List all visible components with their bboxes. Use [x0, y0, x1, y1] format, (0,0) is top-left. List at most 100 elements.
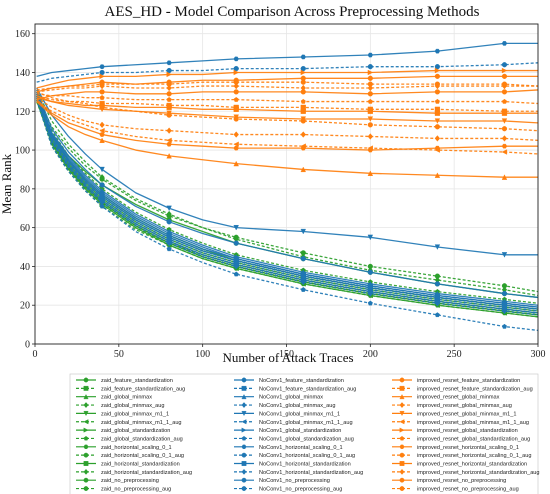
data-point	[367, 234, 374, 241]
legend-marker	[241, 377, 247, 383]
series-improved_resnet_no_preprocessing	[36, 89, 539, 101]
y-tick-label: 100	[15, 146, 30, 157]
legend-label: NoConv1_horizontal_standardization_aug	[259, 470, 363, 476]
legend-marker	[399, 436, 405, 441]
legend-item: zaid_global_standardization	[76, 427, 170, 434]
legend-item: zaid_global_minmax_aug	[76, 402, 164, 409]
legend-marker	[241, 419, 247, 425]
series-line	[36, 87, 538, 256]
legend-marker	[399, 394, 405, 400]
data-point	[501, 252, 508, 258]
ticks: 0 50 100 150 200 250 300 0 20 40 60 80 100 120 140 160	[15, 29, 546, 360]
data-point	[300, 228, 306, 235]
data-point	[99, 166, 105, 173]
x-tick-label: 300	[531, 349, 546, 360]
legend-label: improved_resnet_no_preprocessing_aug	[417, 487, 519, 493]
series-line	[36, 101, 539, 155]
data-point	[367, 91, 373, 97]
series-line	[36, 42, 538, 77]
legend-label: improved_resnet_global_standardization_a…	[417, 436, 530, 442]
legend-label: improved_resnet_horizontal_scaling_0_1_a…	[417, 453, 531, 459]
series-improved_resnet_global_standardization	[36, 67, 538, 89]
data-point	[434, 294, 441, 301]
series-line	[36, 97, 539, 316]
legend-marker	[241, 427, 247, 433]
data-point	[434, 110, 440, 116]
data-point	[434, 118, 441, 124]
data-point	[166, 96, 172, 102]
series-line	[36, 95, 538, 114]
data-point	[434, 172, 441, 178]
data-point	[300, 108, 306, 114]
legend-marker	[83, 419, 89, 425]
data-point	[434, 312, 440, 318]
data-point	[99, 81, 105, 87]
data-point	[166, 91, 172, 97]
data-point	[434, 298, 441, 305]
legend-marker	[241, 468, 247, 475]
data-point	[233, 160, 239, 167]
legend-marker	[83, 394, 89, 400]
series-line	[36, 75, 538, 93]
legend-marker	[241, 461, 247, 466]
data-point	[99, 89, 105, 95]
data-point	[233, 145, 239, 151]
y-tick-label: 20	[20, 301, 30, 312]
series-NoConv1_horizontal_standardization_aug	[36, 97, 539, 314]
series-line	[36, 89, 539, 299]
data-point	[233, 225, 239, 231]
data-point	[166, 60, 172, 66]
legend-marker	[83, 436, 89, 441]
data-point	[501, 305, 508, 313]
series-line	[36, 95, 539, 293]
legend-item: NoConv1_horizontal_standardization	[234, 461, 351, 468]
legend-marker	[83, 486, 89, 491]
legend-marker	[399, 444, 405, 449]
data-point	[99, 121, 105, 129]
legend-item: NoConv1_global_minmax	[234, 394, 323, 401]
data-point	[99, 176, 105, 182]
data-point	[501, 89, 508, 95]
legend-label: zaid_no_preprocessing_aug	[101, 487, 171, 493]
legend-marker	[399, 377, 405, 383]
data-point	[300, 276, 306, 284]
data-point	[166, 205, 172, 212]
legend-marker	[399, 385, 405, 391]
legend-label: zaid_horizontal_scaling_0_1	[101, 445, 172, 451]
legend: zaid_feature_standardization zaid_feature…	[69, 373, 540, 494]
data-point	[501, 302, 508, 308]
data-point	[367, 288, 373, 295]
legend-marker	[83, 444, 89, 449]
data-point	[99, 137, 105, 143]
data-point	[233, 66, 239, 72]
data-point	[99, 64, 105, 69]
legend-item: improved_resnet_horizontal_standardizati…	[392, 461, 527, 468]
series-line	[36, 89, 539, 297]
x-tick-label: 150	[279, 349, 294, 360]
legend-item: improved_resnet_feature_standardization	[392, 377, 520, 384]
data-point	[99, 73, 105, 80]
legend-label: NoConv1_horizontal_scaling_0_1	[259, 445, 343, 451]
data-point	[233, 240, 239, 246]
series-line	[36, 62, 539, 83]
legend-label: improved_resnet_horizontal_scaling_0_1	[417, 445, 519, 451]
y-tick-label: 0	[25, 340, 30, 351]
data-point	[434, 64, 441, 70]
legend-label: zaid_global_minmax	[101, 395, 152, 401]
data-point	[233, 82, 239, 90]
legend-marker	[241, 477, 247, 483]
data-point	[233, 89, 239, 95]
data-point	[99, 104, 105, 110]
data-point	[233, 141, 239, 147]
data-point	[300, 118, 306, 124]
data-point	[367, 170, 374, 176]
legend-item: NoConv1_global_minmax_m1_1	[234, 411, 340, 417]
legend-marker	[83, 461, 89, 466]
legend-box	[69, 373, 539, 494]
data-point	[233, 79, 239, 85]
series-NoConv1_global_standardization_aug	[36, 99, 539, 332]
data-point	[434, 273, 441, 279]
data-point	[166, 141, 172, 147]
data-point	[367, 98, 373, 104]
legend-marker	[399, 486, 405, 491]
